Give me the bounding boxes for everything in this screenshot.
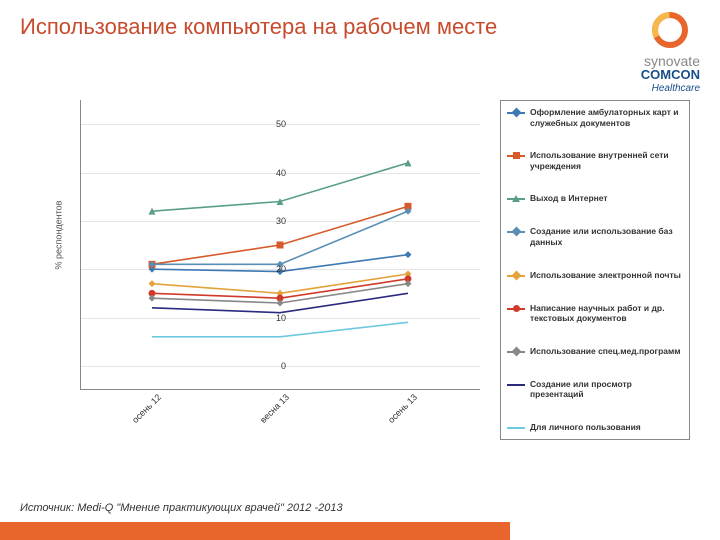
legend-label: Написание научных работ и др. текстовых … <box>530 303 683 324</box>
legend-label: Создание или просмотр презентаций <box>530 379 683 400</box>
y-tick-label: 20 <box>276 264 286 274</box>
series-marker <box>405 251 412 258</box>
legend-item: Для личного пользования <box>507 422 683 433</box>
legend-swatch <box>507 423 525 433</box>
legend-label: Для личного пользования <box>530 422 641 433</box>
x-tick-label: весна 13 <box>242 392 291 441</box>
page-title: Использование компьютера на рабочем мест… <box>20 14 497 40</box>
legend-swatch <box>507 271 525 281</box>
series-marker <box>277 242 284 249</box>
legend-swatch <box>507 194 525 204</box>
x-tick-label: осень 13 <box>370 392 419 441</box>
x-tick-label: осень 12 <box>114 392 163 441</box>
y-tick-label: 50 <box>276 119 286 129</box>
chart-lines <box>80 100 480 390</box>
y-tick-label: 0 <box>281 361 286 371</box>
legend-label: Оформление амбулаторных карт и служебных… <box>530 107 683 128</box>
legend-swatch <box>507 227 525 237</box>
legend-item: Использование спец.мед.программ <box>507 346 683 357</box>
y-tick-label: 40 <box>276 168 286 178</box>
logo-brand-2: COMCON <box>641 67 700 82</box>
legend-item: Использование внутренней сети учреждения <box>507 150 683 171</box>
legend-item: Создание или использование баз данных <box>507 226 683 247</box>
legend: Оформление амбулаторных карт и служебных… <box>500 100 690 440</box>
footer-bar <box>0 522 510 540</box>
source-note: Источник: Medi-Q "Мнение практикующих вр… <box>20 502 343 514</box>
series-line <box>152 322 408 337</box>
legend-label: Использование внутренней сети учреждения <box>530 150 683 171</box>
y-tick-label: 30 <box>276 216 286 226</box>
legend-swatch <box>507 108 525 118</box>
legend-item: Выход в Интернет <box>507 193 683 204</box>
y-axis-label: % респондентов <box>53 201 63 270</box>
legend-item: Создание или просмотр презентаций <box>507 379 683 400</box>
logo-ring-icon <box>650 10 690 50</box>
legend-swatch <box>507 151 525 161</box>
legend-swatch <box>507 380 525 390</box>
series-marker <box>149 280 156 287</box>
legend-item: Написание научных работ и др. текстовых … <box>507 303 683 324</box>
legend-label: Использование электронной почты <box>530 270 681 281</box>
legend-swatch <box>507 304 525 314</box>
legend-item: Использование электронной почты <box>507 270 683 281</box>
legend-label: Выход в Интернет <box>530 193 608 204</box>
legend-swatch <box>507 347 525 357</box>
logo-block: synovate COMCON Healthcare <box>641 10 700 94</box>
legend-label: Создание или использование баз данных <box>530 226 683 247</box>
chart-container: % респондентов 0 10 20 30 40 50 осень 12 весна… <box>40 100 690 460</box>
legend-label: Использование спец.мед.программ <box>530 346 681 357</box>
y-tick-label: 10 <box>276 313 286 323</box>
legend-item: Оформление амбулаторных карт и служебных… <box>507 107 683 128</box>
logo-sub: Healthcare <box>641 83 700 94</box>
